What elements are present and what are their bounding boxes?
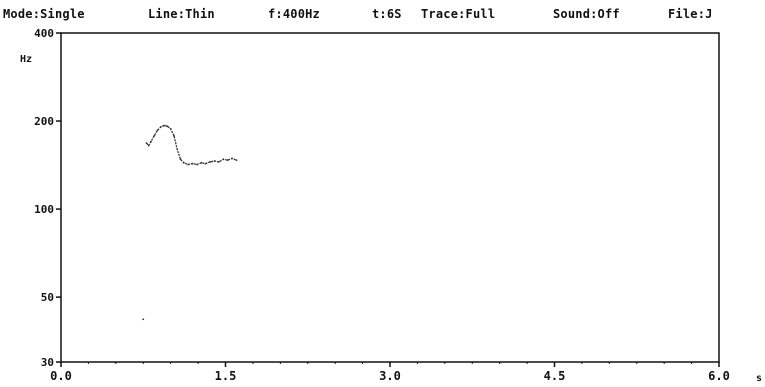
status-mode[interactable]: Mode:Single	[3, 7, 85, 21]
y-tick-label-4: 30	[41, 356, 54, 369]
pitch-point-0-18	[209, 160, 212, 163]
pitch-point-0-21	[222, 158, 225, 161]
pitch-point-0-0	[145, 142, 148, 145]
plot-frame	[60, 32, 720, 363]
pitch-point-0-24	[235, 159, 238, 162]
pitch-point-0-17	[204, 162, 207, 165]
pitch-point-0-6	[163, 124, 165, 127]
x-axis-label: s	[756, 373, 762, 384]
pitch-point-0-10	[176, 148, 179, 151]
y-axis-label: Hz	[20, 54, 32, 65]
pitch-point-0-16	[200, 161, 203, 164]
series-layer	[142, 124, 238, 321]
status-trace[interactable]: Trace:Full	[421, 7, 496, 21]
y-tick-label-2: 100	[34, 203, 54, 216]
status-sound[interactable]: Sound:Off	[553, 7, 620, 21]
pitch-point-0-15	[196, 163, 198, 166]
x-tick-label-4: 6.0	[708, 369, 730, 383]
x-tick-label-1: 1.5	[215, 369, 237, 383]
x-tick-label-0: 0.0	[50, 369, 72, 383]
pitch-point-0-4	[156, 129, 159, 132]
pitch-point-0-12	[182, 161, 185, 164]
y-tick-label-1: 200	[34, 115, 54, 128]
pitch-point-0-20	[218, 160, 220, 163]
x-tick-label-3: 4.5	[544, 369, 566, 383]
pitch-point-0-19	[213, 160, 216, 162]
pitch-point-0-3	[153, 134, 156, 137]
pitch-point-0-13	[187, 163, 190, 166]
pitch-point-0-22	[226, 159, 229, 162]
pitch-point-0-8	[169, 127, 172, 130]
pitch-point-0-14	[191, 162, 194, 165]
status-time[interactable]: t:6S	[372, 7, 402, 21]
pitch-point-0-1	[147, 144, 150, 147]
status-frequency[interactable]: f:400Hz	[268, 7, 320, 21]
status-line[interactable]: Line:Thin	[148, 7, 215, 21]
pitch-point-0-2	[150, 140, 152, 143]
pitch-point-0-23	[231, 157, 233, 160]
pitch-point-0-7	[166, 125, 169, 128]
pitch-point-0-5	[159, 125, 162, 128]
pitch-point-0-9	[173, 134, 175, 137]
status-file[interactable]: File:J	[668, 7, 713, 21]
status-bar: Mode:Single Line:Thin f:400Hz t:6S Trace…	[0, 0, 765, 26]
y-tick-label-3: 50	[41, 291, 54, 304]
pitch-point-1-0	[142, 318, 145, 321]
pitch-point-0-11	[179, 158, 182, 161]
x-axis: 0.0 1.5 3.0 4.5 6.0	[50, 362, 730, 383]
y-tick-label-0: 400	[34, 27, 54, 40]
x-tick-label-2: 3.0	[379, 369, 401, 383]
y-axis: 400 200 100 50 30	[34, 27, 61, 369]
